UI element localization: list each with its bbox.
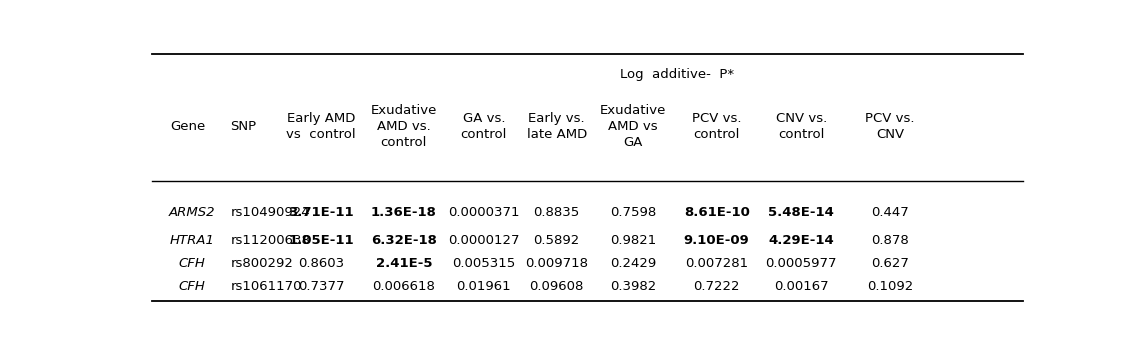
Text: rs1061170: rs1061170 bbox=[231, 280, 302, 293]
Text: Exudative
AMD vs
GA: Exudative AMD vs GA bbox=[600, 104, 666, 149]
Text: 0.01961: 0.01961 bbox=[457, 280, 512, 293]
Text: 9.10E-09: 9.10E-09 bbox=[684, 234, 750, 246]
Text: CFH: CFH bbox=[179, 257, 205, 271]
Text: 0.7598: 0.7598 bbox=[610, 206, 656, 219]
Text: 0.9821: 0.9821 bbox=[610, 234, 656, 246]
Text: Early AMD
vs  control: Early AMD vs control bbox=[287, 112, 356, 141]
Text: 6.32E-18: 6.32E-18 bbox=[370, 234, 437, 246]
Text: 0.7222: 0.7222 bbox=[694, 280, 740, 293]
Text: 0.005315: 0.005315 bbox=[452, 257, 515, 271]
Text: 5.48E-14: 5.48E-14 bbox=[768, 206, 834, 219]
Text: 3.71E-11: 3.71E-11 bbox=[288, 206, 354, 219]
Text: 0.2429: 0.2429 bbox=[610, 257, 656, 271]
Text: 4.29E-14: 4.29E-14 bbox=[768, 234, 834, 246]
Text: CNV vs.
control: CNV vs. control bbox=[775, 112, 827, 141]
Text: PCV vs.
CNV: PCV vs. CNV bbox=[865, 112, 915, 141]
Text: 0.8835: 0.8835 bbox=[533, 206, 580, 219]
Text: 0.5892: 0.5892 bbox=[533, 234, 580, 246]
Text: Exudative
AMD vs.
control: Exudative AMD vs. control bbox=[370, 104, 437, 149]
Text: Gene: Gene bbox=[170, 120, 205, 133]
Text: rs800292: rs800292 bbox=[231, 257, 294, 271]
Text: 0.1092: 0.1092 bbox=[867, 280, 913, 293]
Text: 0.007281: 0.007281 bbox=[685, 257, 748, 271]
Text: HTRA1: HTRA1 bbox=[170, 234, 214, 246]
Text: 1.05E-11: 1.05E-11 bbox=[288, 234, 354, 246]
Text: 8.61E-10: 8.61E-10 bbox=[684, 206, 750, 219]
Text: 0.0000371: 0.0000371 bbox=[448, 206, 520, 219]
Text: rs10490924: rs10490924 bbox=[231, 206, 310, 219]
Text: 0.3982: 0.3982 bbox=[610, 280, 656, 293]
Text: GA vs.
control: GA vs. control bbox=[461, 112, 507, 141]
Text: 0.009718: 0.009718 bbox=[525, 257, 588, 271]
Text: ARMS2: ARMS2 bbox=[169, 206, 216, 219]
Text: rs11200638: rs11200638 bbox=[231, 234, 311, 246]
Text: 0.7377: 0.7377 bbox=[298, 280, 344, 293]
Text: 0.00167: 0.00167 bbox=[774, 280, 828, 293]
Text: PCV vs.
control: PCV vs. control bbox=[692, 112, 741, 141]
Text: Early vs.
late AMD: Early vs. late AMD bbox=[526, 112, 587, 141]
Text: CFH: CFH bbox=[179, 280, 205, 293]
Text: SNP: SNP bbox=[231, 120, 257, 133]
Text: 0.0000127: 0.0000127 bbox=[448, 234, 520, 246]
Text: 0.878: 0.878 bbox=[872, 234, 908, 246]
Text: 0.09608: 0.09608 bbox=[530, 280, 584, 293]
Text: Log  additive-  P*: Log additive- P* bbox=[619, 68, 734, 81]
Text: 0.8603: 0.8603 bbox=[298, 257, 344, 271]
Text: 2.41E-5: 2.41E-5 bbox=[375, 257, 432, 271]
Text: 0.627: 0.627 bbox=[871, 257, 910, 271]
Text: 0.0005977: 0.0005977 bbox=[765, 257, 837, 271]
Text: 0.006618: 0.006618 bbox=[373, 280, 435, 293]
Text: 1.36E-18: 1.36E-18 bbox=[370, 206, 437, 219]
Text: 0.447: 0.447 bbox=[872, 206, 908, 219]
